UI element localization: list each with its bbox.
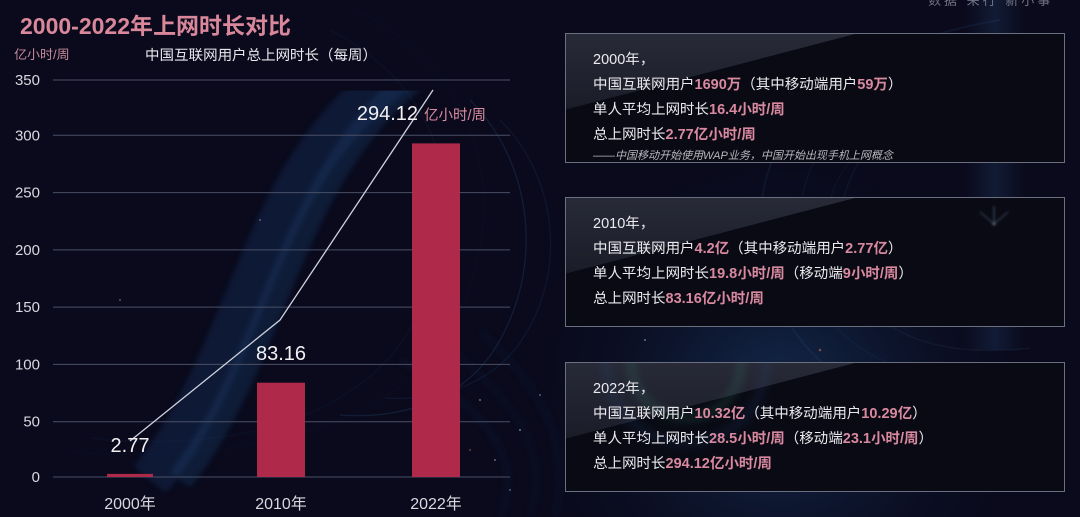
svg-text:50: 50 bbox=[23, 414, 40, 431]
svg-text:250: 250 bbox=[15, 185, 40, 202]
svg-text:0: 0 bbox=[32, 469, 40, 486]
svg-text:83.16: 83.16 bbox=[256, 343, 306, 365]
svg-text:2022年: 2022年 bbox=[410, 495, 462, 513]
svg-text:300: 300 bbox=[15, 127, 40, 144]
svg-text:2010年: 2010年 bbox=[255, 495, 307, 513]
svg-text:亿小时/周: 亿小时/周 bbox=[424, 107, 486, 124]
svg-text:2000年: 2000年 bbox=[104, 495, 156, 513]
svg-text:100: 100 bbox=[15, 356, 40, 373]
svg-text:2.77: 2.77 bbox=[111, 435, 150, 457]
svg-text:150: 150 bbox=[15, 299, 40, 316]
svg-text:350: 350 bbox=[15, 72, 40, 89]
svg-text:294.12: 294.12 bbox=[357, 103, 418, 125]
svg-text:200: 200 bbox=[15, 242, 40, 259]
